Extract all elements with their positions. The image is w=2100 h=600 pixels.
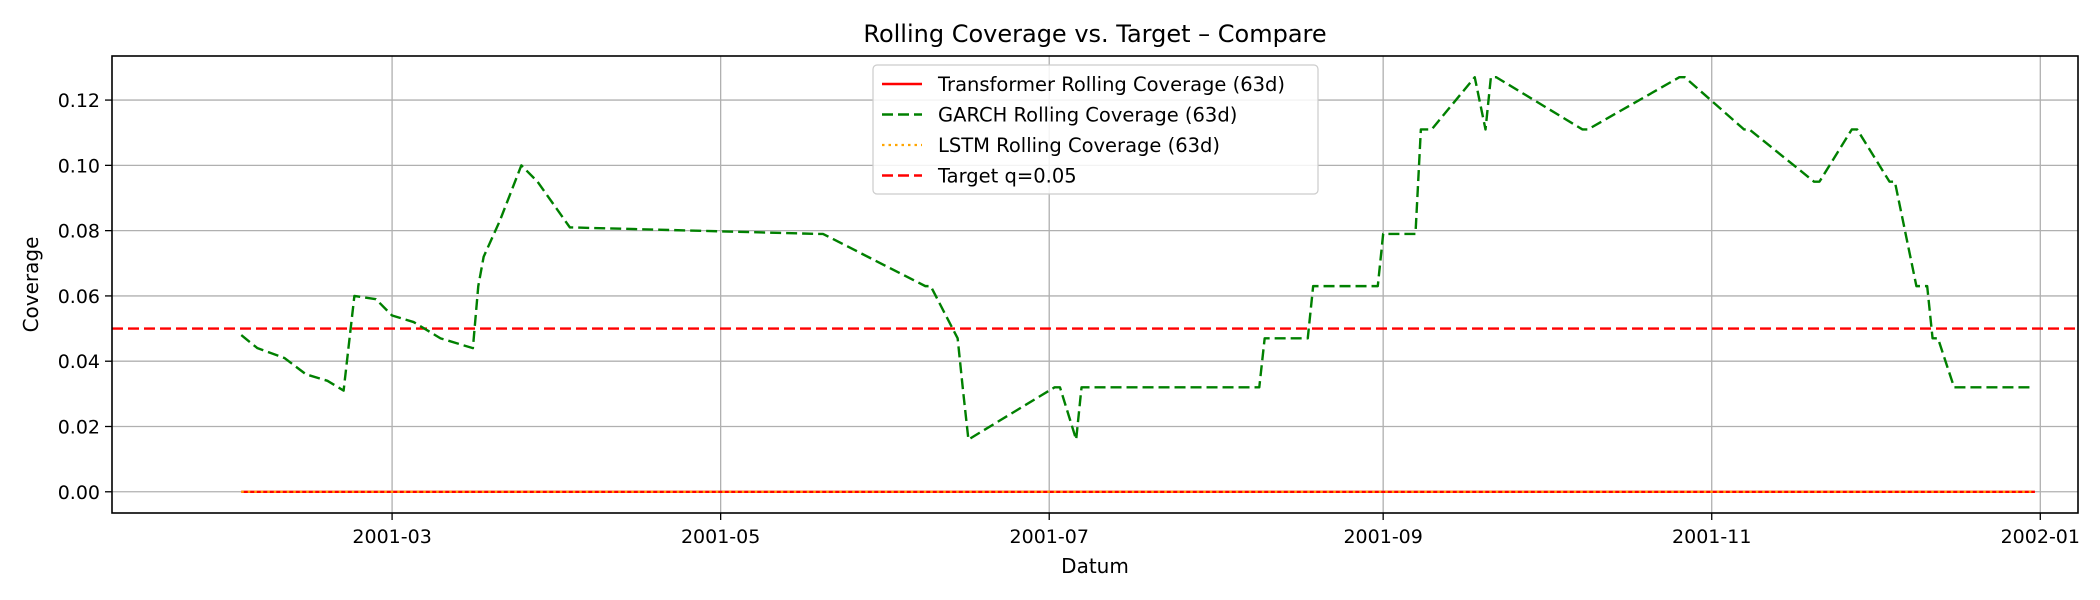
series-layer [112,76,2078,493]
x-tick-label: 2001-09 [1343,526,1422,548]
y-tick-label: 0.00 [58,482,100,504]
series-line-1 [240,76,2030,441]
x-tick-label: 2001-05 [681,526,760,548]
plot-frame [111,55,2079,514]
y-tick-label: 0.06 [58,286,100,308]
chart-title: Rolling Coverage vs. Target – Compare [863,20,1326,48]
y-tick-label: 0.02 [58,416,100,438]
legend-label-3: Target q=0.05 [937,165,1077,188]
legend-label-1: GARCH Rolling Coverage (63d) [938,104,1237,127]
legend: Transformer Rolling Coverage (63d) GARCH … [872,64,1319,195]
x-tick-label: 2001-11 [1672,526,1751,548]
y-tick-label: 0.08 [58,221,100,243]
x-tick-label: 2001-07 [1010,526,1089,548]
y-tick-label: 0.12 [58,90,100,112]
legend-box [872,64,1319,195]
x-tick-label: 2002-01 [2001,526,2080,548]
legend-label-2: LSTM Rolling Coverage (63d) [938,134,1220,157]
x-axis-label: Datum [1061,554,1129,578]
legend-label-0: Transformer Rolling Coverage (63d) [937,73,1285,96]
y-axis-label: Coverage [19,237,43,333]
y-tick-label: 0.04 [58,351,100,373]
x-tick-label: 2001-03 [352,526,431,548]
y-tick-label: 0.10 [58,155,100,177]
ticks: 2001-03 2001-05 2001-07 2001-09 2001-11 2002-… [58,90,2080,548]
